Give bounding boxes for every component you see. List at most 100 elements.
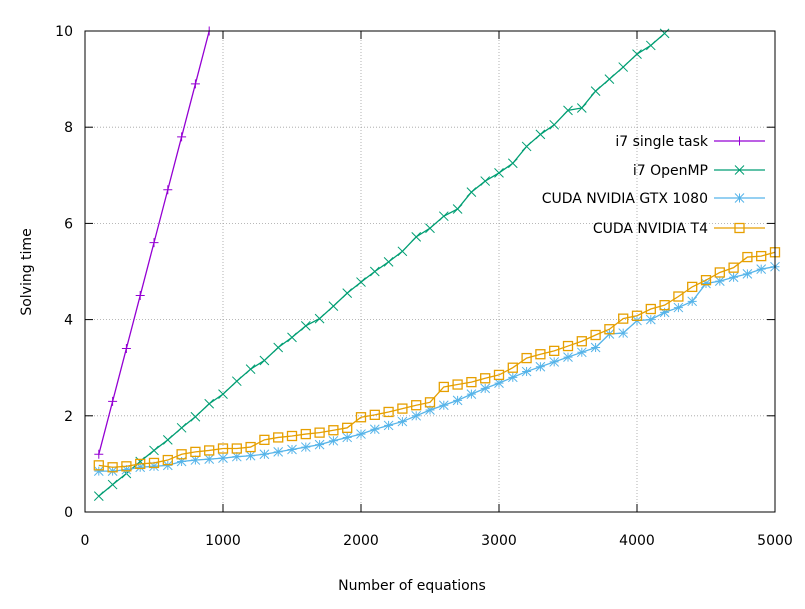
data-point [369,409,380,420]
data-point [576,347,587,358]
data-point [245,441,256,453]
data-point [328,435,339,446]
data-point [148,457,160,469]
data-point [466,187,477,197]
data-point [659,28,670,39]
data-point [204,398,215,409]
data-point [176,449,187,460]
data-point [645,40,656,51]
data-point [425,223,435,234]
data-point [645,303,656,315]
x-tick-label: 3000 [481,533,517,549]
legend-marker [734,165,745,175]
data-point [590,342,601,353]
data-point [383,420,394,431]
data-point [135,462,146,473]
data-point [107,462,118,473]
data-point [287,444,297,455]
data-point [356,277,366,287]
data-point [632,49,642,59]
data-point [121,461,132,472]
data-point [121,464,132,475]
series-1 [93,28,670,501]
data-point [424,397,436,408]
data-point [507,362,518,373]
data-point [286,430,298,442]
data-point [176,422,187,433]
data-point [452,395,463,406]
data-point [438,400,449,411]
data-point [259,434,270,446]
data-point [93,460,104,471]
data-point [425,405,435,415]
data-point [466,376,477,388]
data-point [521,141,532,152]
data-point [135,291,145,301]
ticks: 0 1000 2000 3000 4000 5000 0 2 4 6 8 10 [55,24,793,549]
data-point [177,132,187,142]
data-point [480,373,491,384]
data-point [673,302,684,313]
y-axis-label: Solving time [19,228,35,315]
data-point [107,479,118,490]
data-point [576,103,587,113]
data-point [494,378,504,388]
data-point [466,389,477,400]
data-point [480,383,491,394]
plot-frame [84,30,776,513]
data-point [273,447,284,457]
data-point [604,74,615,84]
legend-label: CUDA NVIDIA GTX 1080 [542,191,708,207]
y-tick-label: 2 [64,409,73,425]
data-point [314,439,325,450]
data-point [397,246,408,257]
data-point [369,266,380,277]
data-point [438,211,449,222]
data-point [300,442,311,452]
series-line [98,251,776,468]
data-point [576,336,587,347]
data-point [162,460,173,471]
data-point [563,352,573,362]
x-tick-label: 4000 [619,533,655,549]
data-point [273,432,284,443]
data-point [687,281,698,293]
data-point [314,427,325,438]
data-point [673,291,684,302]
legend-marker [734,193,745,203]
series-3 [93,247,781,473]
data-point [563,105,573,116]
data-point [273,342,284,353]
data-point [742,251,753,263]
data-point [108,396,118,406]
data-point [342,432,353,443]
data-point [742,269,753,279]
data-point [176,456,187,467]
y-tick-label: 6 [64,216,73,232]
data-point [135,458,146,470]
data-point [452,379,463,390]
data-point [521,366,532,377]
data-point [411,410,422,421]
data-point [328,301,339,311]
data-point [356,429,366,439]
data-point [218,453,228,463]
data-point [217,443,229,454]
data-point [259,355,270,366]
data-point [618,313,629,324]
data-point [521,352,532,364]
data-point [245,450,256,461]
data-point [618,62,629,72]
x-tick-label: 2000 [343,533,379,549]
data-point [149,238,159,248]
data-point [314,313,325,324]
data-point [300,320,311,331]
data-point [659,300,670,311]
data-point [287,332,297,343]
data-point [190,79,200,89]
data-point [231,376,242,387]
data-point [535,349,546,360]
data-point [452,204,463,214]
data-point [618,328,629,338]
data-point [121,343,131,353]
